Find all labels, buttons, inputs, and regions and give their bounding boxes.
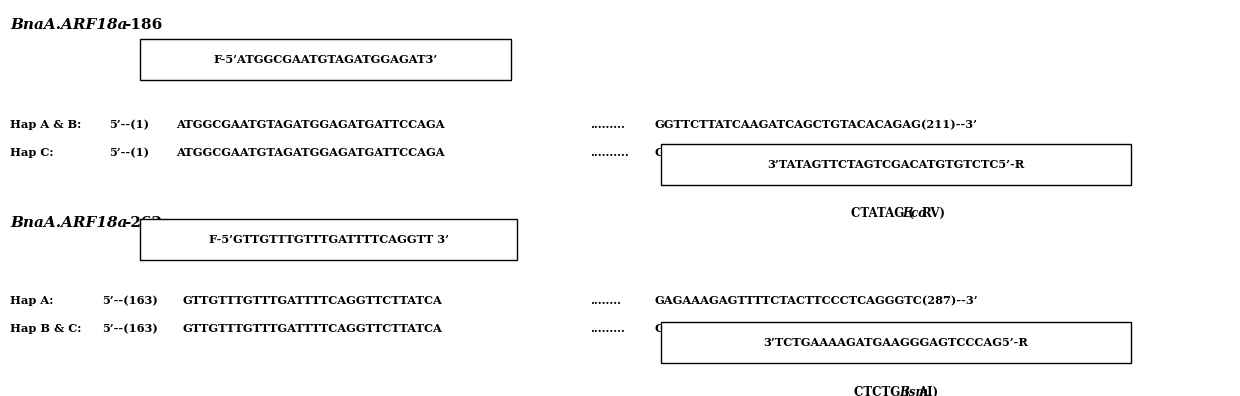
Text: 5’--(163): 5’--(163)	[102, 295, 157, 307]
Text: 3’TCTGAAAAGATGAAGGGAGTCCCAG5’-R: 3’TCTGAAAAGATGAAGGGAGTCCCAG5’-R	[764, 337, 1028, 348]
Text: Eco: Eco	[903, 208, 926, 220]
Text: -262: -262	[124, 216, 162, 230]
Text: RV): RV)	[921, 208, 946, 220]
FancyBboxPatch shape	[140, 219, 517, 260]
Text: F-5’GTTGTTTGTTTGATTTTCAGGTT 3’: F-5’GTTGTTTGTTTGATTTTCAGGTT 3’	[208, 234, 449, 245]
Text: Bsm: Bsm	[899, 386, 928, 396]
Text: BnaA.ARF18a: BnaA.ARF18a	[10, 18, 128, 32]
Text: 3’TATAGTTCTAGTCGACATGTGTCTC5’-R: 3’TATAGTTCTAGTCGACATGTGTCTC5’-R	[768, 159, 1024, 170]
Text: GAGAAAGAGTTTTCTACTTCCCTCAGGGTC(287)--3’: GAGAAAGAGTTTTCTACTTCCCTCAGGGTC(287)--3’	[655, 295, 978, 307]
Text: GTTGTTTGTTTGATTTTCAGGTTCTTATCA: GTTGTTTGTTTGATTTTCAGGTTCTTATCA	[182, 323, 443, 334]
Text: BnaA.ARF18a: BnaA.ARF18a	[10, 216, 128, 230]
FancyBboxPatch shape	[661, 322, 1131, 363]
Text: .........: .........	[590, 119, 625, 130]
FancyBboxPatch shape	[661, 144, 1131, 185]
Text: Hap C:: Hap C:	[10, 147, 53, 158]
Text: Hap A:: Hap A:	[10, 295, 53, 307]
Text: GGTTGTTATCAAGATCAGCTGTACACAGAG(211)--3’: GGTTGTTATCAAGATCAGCTGTACACAGAG(211)--3’	[655, 147, 978, 158]
Text: 5’--(1): 5’--(1)	[109, 119, 149, 130]
Text: CTCTG (: CTCTG (	[854, 386, 910, 396]
Text: GGTTCTTATCAAGATCAGCTGTACACAGAG(211)--3’: GGTTCTTATCAAGATCAGCTGTACACAGAG(211)--3’	[655, 119, 977, 130]
Text: ATGGCGAATGTAGATGGAGATGATTCCAGA: ATGGCGAATGTAGATGGAGATGATTCCAGA	[176, 119, 445, 130]
Text: 5’--(163): 5’--(163)	[102, 323, 157, 334]
Text: ..........: ..........	[590, 147, 629, 158]
FancyBboxPatch shape	[140, 39, 511, 80]
Text: GAGAGAGAGTTTTCTACTTCCCTCAGGGTC(287)--3’: GAGAGAGAGTTTTCTACTTCCCTCAGGGTC(287)--3’	[655, 323, 980, 334]
Text: 5’--(1): 5’--(1)	[109, 147, 149, 158]
Text: ........: ........	[590, 295, 621, 307]
Text: .........: .........	[590, 323, 625, 334]
Text: Hap A & B:: Hap A & B:	[10, 119, 81, 130]
Text: F-5’ATGGCGAATGTAGATGGAGAT3’: F-5’ATGGCGAATGTAGATGGAGAT3’	[213, 54, 438, 65]
Text: AI): AI)	[919, 386, 939, 396]
Text: GTTGTTTGTTTGATTTTCAGGTTCTTATCA: GTTGTTTGTTTGATTTTCAGGTTCTTATCA	[182, 295, 443, 307]
Text: Hap B & C:: Hap B & C:	[10, 323, 82, 334]
Text: ATGGCGAATGTAGATGGAGATGATTCCAGA: ATGGCGAATGTAGATGGAGATGATTCCAGA	[176, 147, 445, 158]
Text: CTATAG (: CTATAG (	[851, 208, 914, 220]
Text: -186: -186	[124, 18, 162, 32]
